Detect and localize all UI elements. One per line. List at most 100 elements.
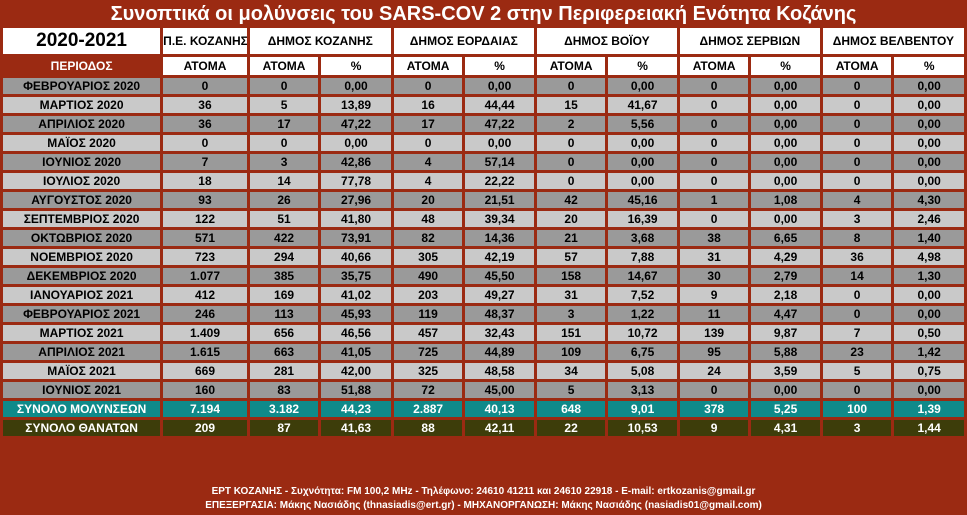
total-cell: 3.182 bbox=[249, 401, 319, 417]
value-cell: 21 bbox=[536, 230, 606, 246]
value-cell: 0,75 bbox=[894, 363, 964, 379]
value-cell: 0 bbox=[822, 173, 892, 189]
value-cell: 83 bbox=[249, 382, 319, 398]
value-cell: 0 bbox=[249, 135, 319, 151]
value-cell: 32,43 bbox=[465, 325, 534, 341]
value-cell: 113 bbox=[249, 306, 319, 322]
column-header: % bbox=[894, 57, 964, 75]
value-cell: 0 bbox=[822, 382, 892, 398]
value-cell: 109 bbox=[536, 344, 606, 360]
value-cell: 0,00 bbox=[894, 306, 964, 322]
value-cell: 0,00 bbox=[894, 116, 964, 132]
value-cell: 45,93 bbox=[321, 306, 391, 322]
value-cell: 119 bbox=[393, 306, 463, 322]
value-cell: 57 bbox=[536, 249, 606, 265]
value-cell: 0 bbox=[393, 78, 463, 94]
table-row: ΙΟΥΝΙΟΣ 2020 7 3 42,86 4 57,14 0 0,00 0 0,00 0 0,00 bbox=[3, 154, 964, 170]
value-cell: 663 bbox=[249, 344, 319, 360]
value-cell: 0,00 bbox=[894, 135, 964, 151]
total-cell: 648 bbox=[536, 401, 606, 417]
deaths-cell: 88 bbox=[393, 420, 463, 436]
value-cell: 0,00 bbox=[894, 78, 964, 94]
value-cell: 6,75 bbox=[608, 344, 677, 360]
value-cell: 1.077 bbox=[163, 268, 247, 284]
value-cell: 2 bbox=[536, 116, 606, 132]
value-cell: 1.615 bbox=[163, 344, 247, 360]
value-cell: 49,27 bbox=[465, 287, 534, 303]
value-cell: 1,30 bbox=[894, 268, 964, 284]
value-cell: 139 bbox=[679, 325, 749, 341]
value-cell: 0 bbox=[679, 78, 749, 94]
value-cell: 0,50 bbox=[894, 325, 964, 341]
value-cell: 44,44 bbox=[465, 97, 534, 113]
value-cell: 4 bbox=[393, 173, 463, 189]
year-label: 2020-2021 bbox=[3, 28, 161, 54]
value-cell: 0 bbox=[822, 287, 892, 303]
table-row: ΑΥΓΟΥΣΤΟΣ 2020 93 26 27,96 20 21,51 42 45,16 1 1,… bbox=[3, 192, 964, 208]
column-header: ΑΤΟΜΑ bbox=[249, 57, 319, 75]
period-cell: ΔΕΚΕΜΒΡΙΟΣ 2020 bbox=[3, 268, 161, 284]
total-cell: 7.194 bbox=[163, 401, 247, 417]
column-header: % bbox=[321, 57, 391, 75]
value-cell: 0 bbox=[822, 306, 892, 322]
value-cell: 656 bbox=[249, 325, 319, 341]
total-cell: 40,13 bbox=[465, 401, 534, 417]
value-cell: 0 bbox=[393, 135, 463, 151]
value-cell: 0 bbox=[822, 97, 892, 113]
value-cell: 2,18 bbox=[751, 287, 820, 303]
value-cell: 246 bbox=[163, 306, 247, 322]
column-header: % bbox=[751, 57, 820, 75]
value-cell: 20 bbox=[536, 211, 606, 227]
value-cell: 42 bbox=[536, 192, 606, 208]
value-cell: 0,00 bbox=[321, 78, 391, 94]
value-cell: 0,00 bbox=[608, 78, 677, 94]
value-cell: 457 bbox=[393, 325, 463, 341]
value-cell: 0 bbox=[249, 78, 319, 94]
value-cell: 0 bbox=[679, 97, 749, 113]
table-row: ΜΑΡΤΙΟΣ 2021 1.409 656 46,56 457 32,43 151 10,7… bbox=[3, 325, 964, 341]
value-cell: 7 bbox=[822, 325, 892, 341]
value-cell: 16 bbox=[393, 97, 463, 113]
deaths-cell: 209 bbox=[163, 420, 247, 436]
total-cell: 100 bbox=[822, 401, 892, 417]
value-cell: 0 bbox=[536, 173, 606, 189]
period-cell: ΙΟΥΝΙΟΣ 2020 bbox=[3, 154, 161, 170]
total-cell: 378 bbox=[679, 401, 749, 417]
value-cell: 0,00 bbox=[751, 97, 820, 113]
value-cell: 0,00 bbox=[751, 382, 820, 398]
value-cell: 0,00 bbox=[894, 97, 964, 113]
value-cell: 0,00 bbox=[894, 154, 964, 170]
value-cell: 0 bbox=[822, 116, 892, 132]
value-cell: 5,88 bbox=[751, 344, 820, 360]
value-cell: 0 bbox=[536, 135, 606, 151]
value-cell: 11 bbox=[679, 306, 749, 322]
value-cell: 1,08 bbox=[751, 192, 820, 208]
period-cell: ΜΑΡΤΙΟΣ 2021 bbox=[3, 325, 161, 341]
header-row-columns: ΠΕΡΙΟΔΟΣ ΑΤΟΜΑ ΑΤΟΜΑ% ΑΤΟΜΑ% ΑΤΟΜΑ% ΑΤΟΜΑ% ΑΤΟ… bbox=[3, 57, 964, 75]
value-cell: 0,00 bbox=[894, 287, 964, 303]
value-cell: 41,02 bbox=[321, 287, 391, 303]
deaths-cell: 41,63 bbox=[321, 420, 391, 436]
value-cell: 160 bbox=[163, 382, 247, 398]
value-cell: 27,96 bbox=[321, 192, 391, 208]
value-cell: 0,00 bbox=[751, 78, 820, 94]
value-cell: 4 bbox=[822, 192, 892, 208]
table-row: ΑΠΡΙΛΙΟΣ 2020 36 17 47,22 17 47,22 2 5,56 0 0,00 0… bbox=[3, 116, 964, 132]
table-row: ΑΠΡΙΛΙΟΣ 2021 1.615 663 41,05 725 44,89 109 6,7… bbox=[3, 344, 964, 360]
value-cell: 31 bbox=[536, 287, 606, 303]
table-row: ΜΑΪΟΣ 2021 669 281 42,00 325 48,58 34 5,08 24 3,5… bbox=[3, 363, 964, 379]
value-cell: 669 bbox=[163, 363, 247, 379]
value-cell: 95 bbox=[679, 344, 749, 360]
value-cell: 4,98 bbox=[894, 249, 964, 265]
deaths-cell: 42,11 bbox=[465, 420, 534, 436]
group-header: ΔΗΜΟΣ ΕΟΡΔΑΙΑΣ bbox=[393, 28, 534, 54]
value-cell: 0 bbox=[163, 78, 247, 94]
period-cell: ΜΑΡΤΙΟΣ 2020 bbox=[3, 97, 161, 113]
value-cell: 42,19 bbox=[465, 249, 534, 265]
value-cell: 34 bbox=[536, 363, 606, 379]
value-cell: 48,58 bbox=[465, 363, 534, 379]
column-header: ΑΤΟΜΑ bbox=[536, 57, 606, 75]
value-cell: 0,00 bbox=[751, 173, 820, 189]
period-cell: ΜΑΪΟΣ 2020 bbox=[3, 135, 161, 151]
